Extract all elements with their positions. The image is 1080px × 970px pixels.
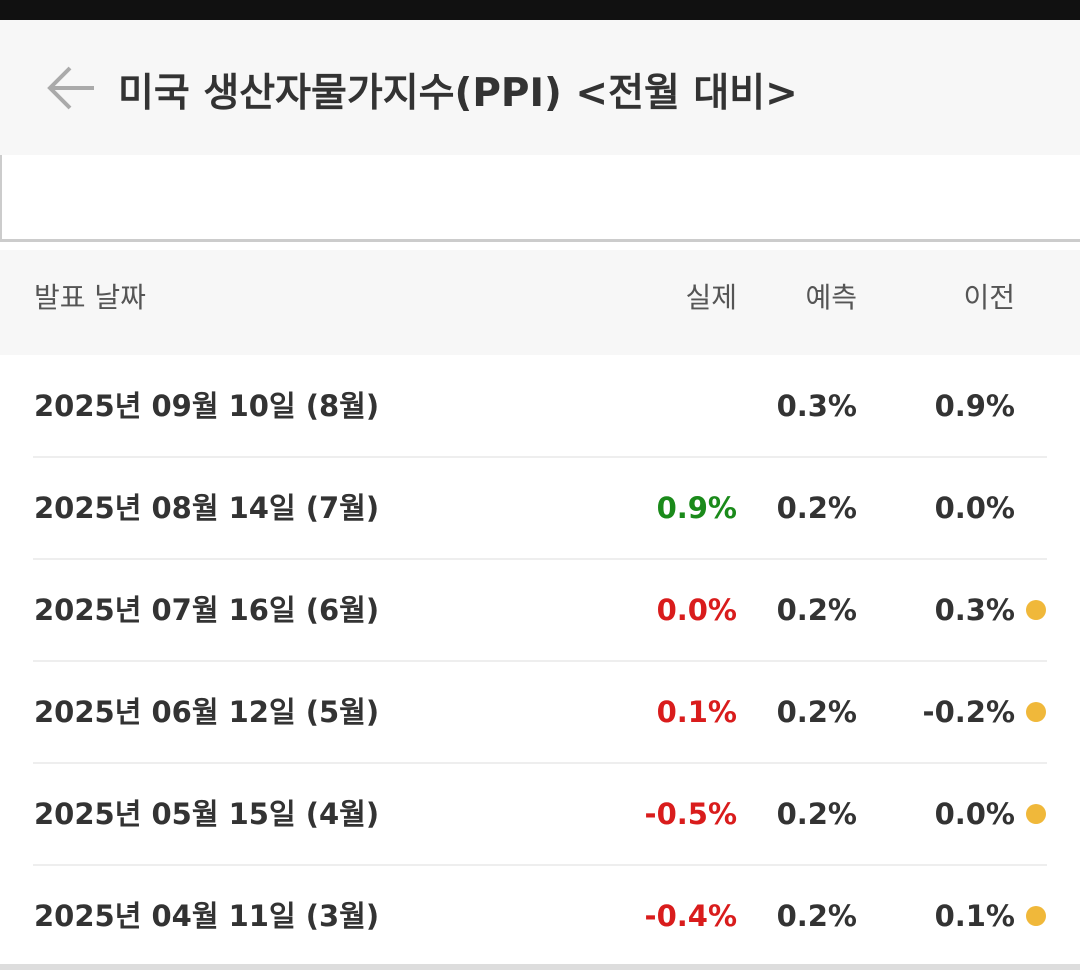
- blank-panel: [0, 155, 1080, 242]
- previous-cell: -0.2%: [922, 695, 1015, 729]
- table-header: [0, 250, 1080, 355]
- revision-dot: [1026, 600, 1046, 620]
- actual-cell: 0.0%: [656, 593, 737, 627]
- app-bar: 미국 생산자물가지수(PPI) <전월 대비>: [0, 20, 1080, 155]
- column-header: 이전: [963, 281, 1015, 314]
- date-cell: 2025년 06월 12일 (5월): [34, 695, 380, 729]
- column-header: 발표 날짜: [34, 281, 146, 314]
- previous-cell: 0.1%: [934, 899, 1015, 933]
- date-cell: 2025년 04월 11일 (3월): [34, 899, 380, 933]
- date-cell: 2025년 09월 10일 (8월): [34, 389, 380, 423]
- actual-cell: -0.5%: [644, 797, 737, 831]
- date-cell: 2025년 05월 15일 (4월): [34, 797, 380, 831]
- row-separator: [33, 558, 1047, 560]
- forecast-cell: 0.3%: [776, 389, 857, 423]
- row-separator: [33, 456, 1047, 458]
- column-header: 예측: [805, 281, 857, 314]
- forecast-cell: 0.2%: [776, 491, 857, 525]
- column-header: 실제: [685, 281, 737, 314]
- actual-cell: -0.4%: [644, 899, 737, 933]
- forecast-cell: 0.2%: [776, 899, 857, 933]
- previous-cell: 0.3%: [934, 593, 1015, 627]
- date-cell: 2025년 08월 14일 (7월): [34, 491, 380, 525]
- forecast-cell: 0.2%: [776, 797, 857, 831]
- revision-dot: [1026, 906, 1046, 926]
- back-button[interactable]: [46, 64, 98, 112]
- row-separator: [33, 660, 1047, 662]
- date-cell: 2025년 07월 16일 (6월): [34, 593, 380, 627]
- previous-cell: 0.9%: [934, 389, 1015, 423]
- status-bar: [0, 0, 1080, 20]
- forecast-cell: 0.2%: [776, 593, 857, 627]
- actual-cell: 0.9%: [656, 491, 737, 525]
- row-separator: [33, 762, 1047, 764]
- previous-cell: 0.0%: [934, 491, 1015, 525]
- page-title: 미국 생산자물가지수(PPI) <전월 대비>: [118, 71, 798, 116]
- actual-cell: 0.1%: [656, 695, 737, 729]
- revision-dot: [1026, 702, 1046, 722]
- bottom-border: [0, 964, 1080, 970]
- row-separator: [33, 864, 1047, 866]
- revision-dot: [1026, 804, 1046, 824]
- forecast-cell: 0.2%: [776, 695, 857, 729]
- previous-cell: 0.0%: [934, 797, 1015, 831]
